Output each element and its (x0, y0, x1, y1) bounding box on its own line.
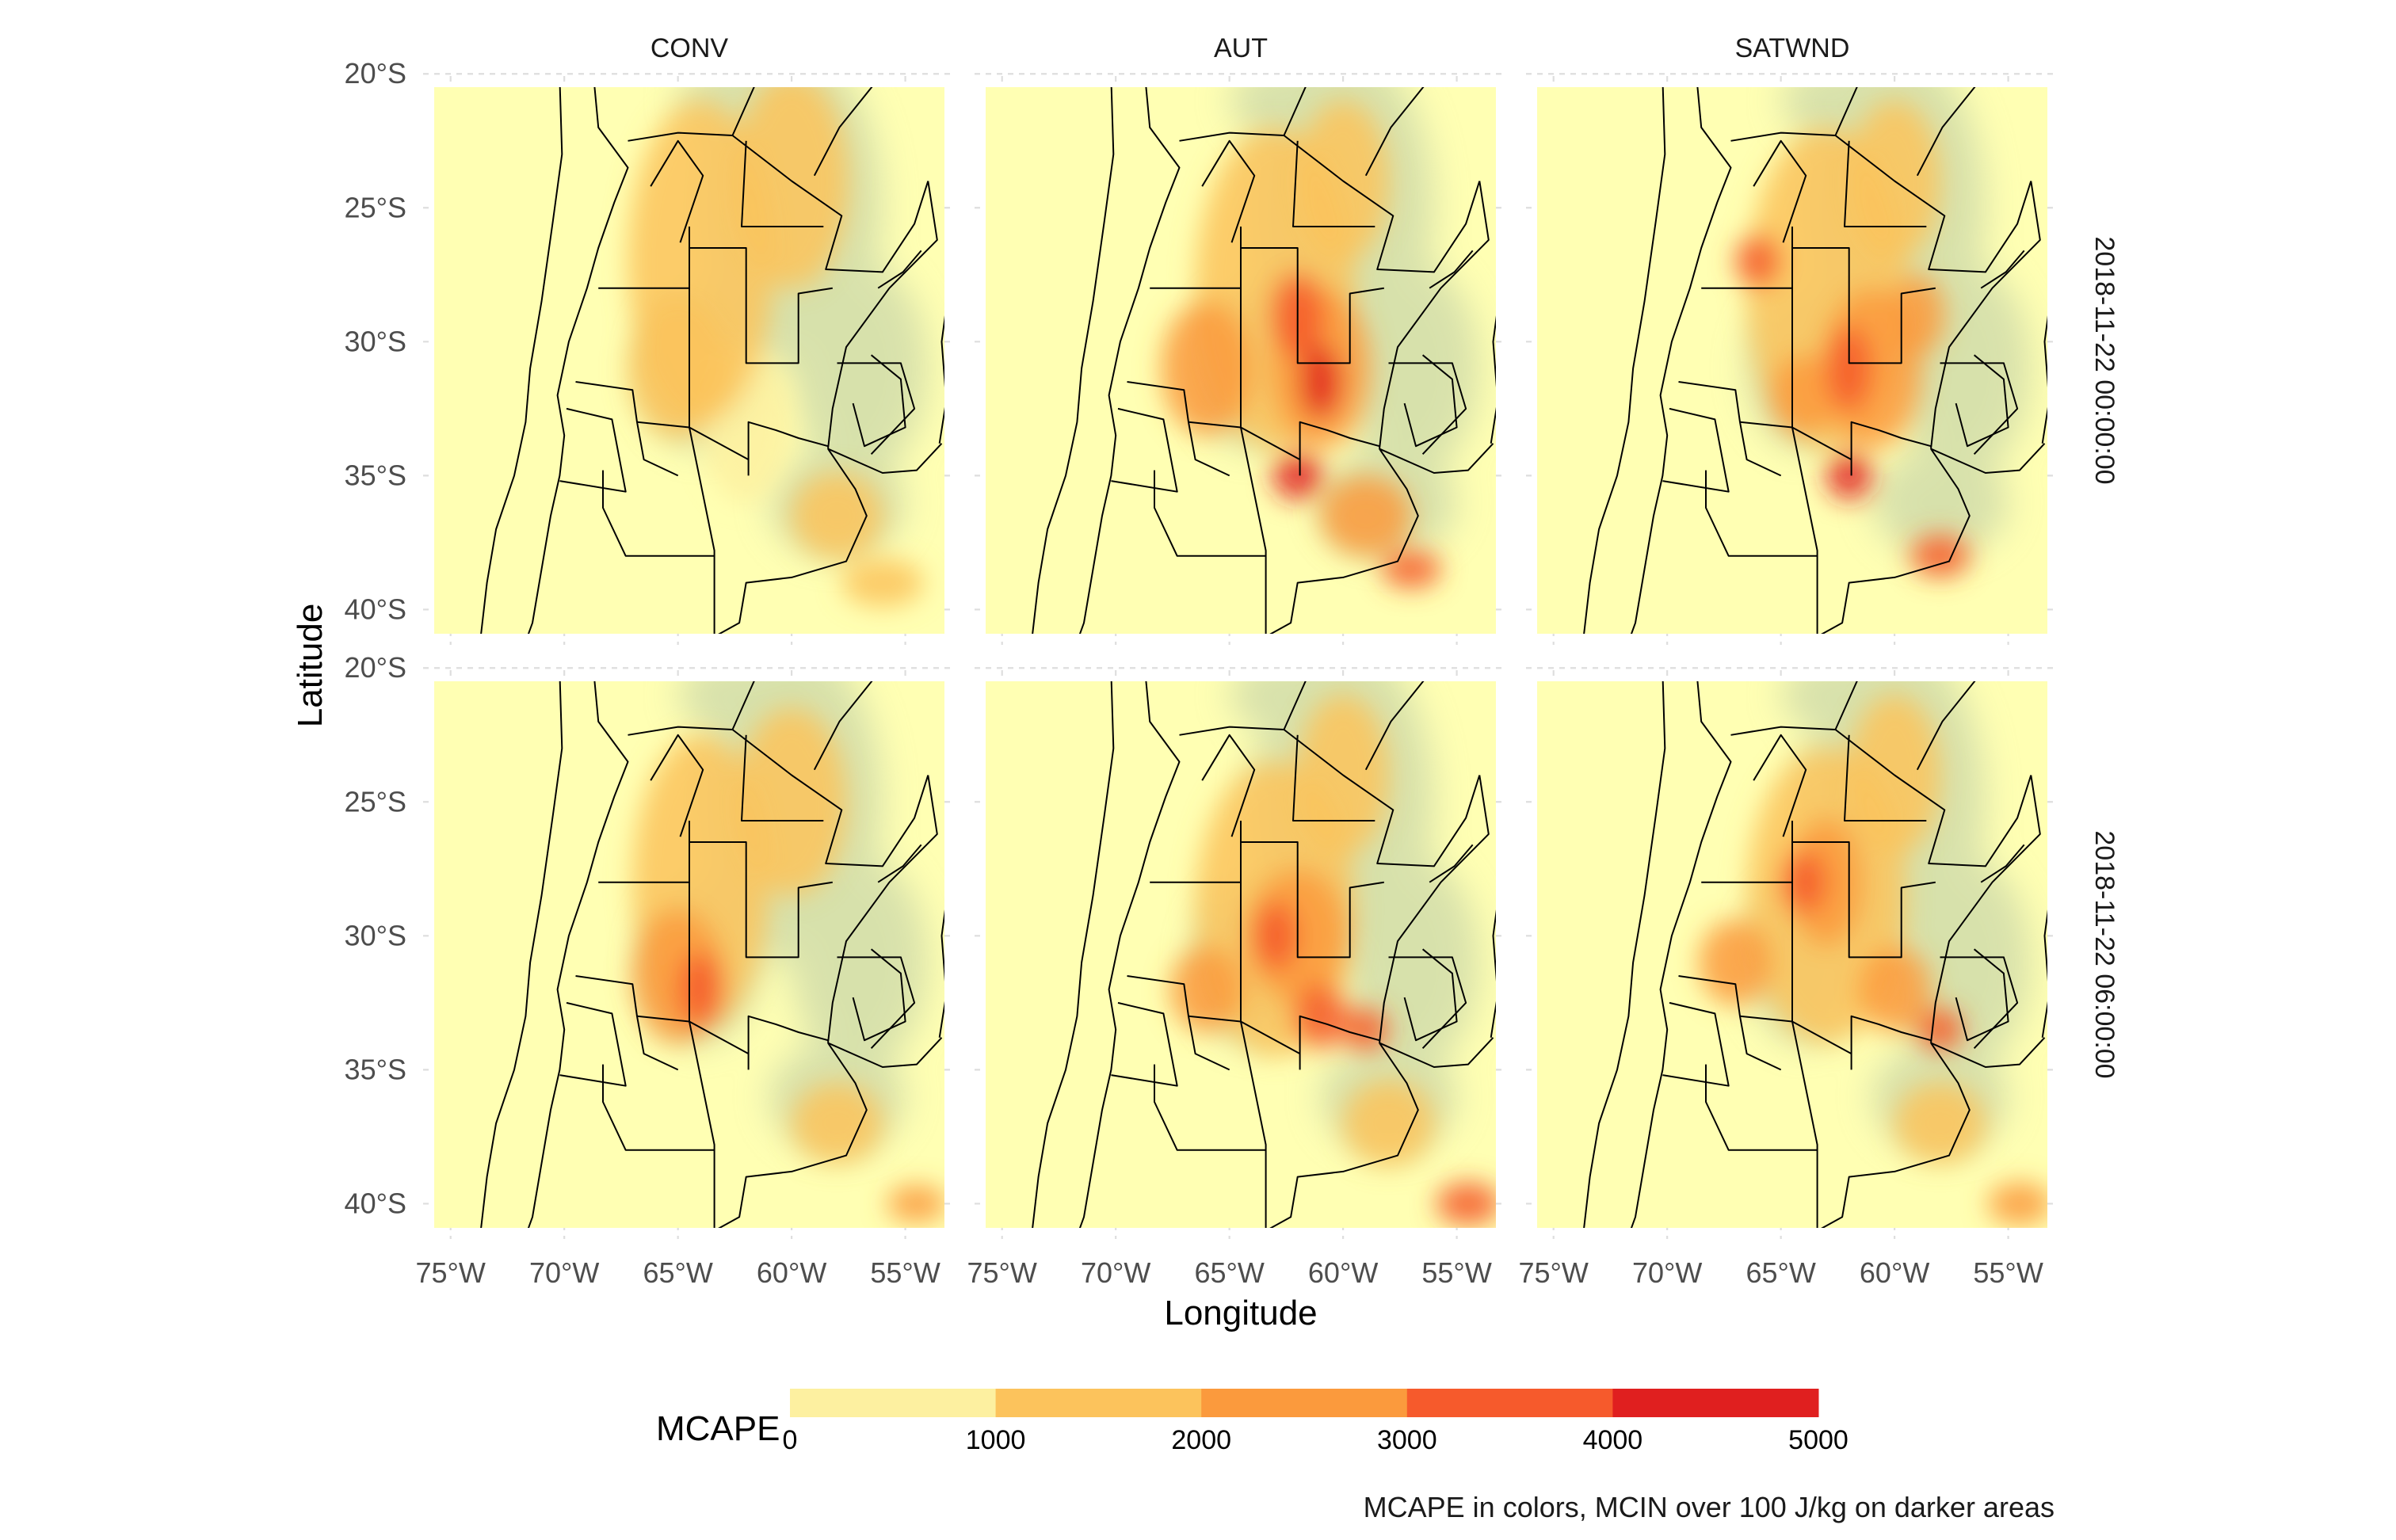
x-tick-label: 75°W (967, 1256, 1036, 1289)
legend-break-label: 3000 (1377, 1425, 1437, 1455)
facet-column-label: CONV (651, 33, 729, 63)
facet-row-label: 2018-11-22 06:00:00 (2089, 830, 2119, 1078)
legend-color-key (996, 1389, 1202, 1417)
facet-column-label: AUT (1214, 33, 1268, 63)
mcape-area (1858, 947, 1931, 1032)
y-tick-label: 25°S (345, 785, 406, 818)
y-tick-label: 35°S (345, 1053, 406, 1085)
map-panel (1526, 47, 2099, 645)
x-tick-label: 70°W (1081, 1256, 1150, 1289)
facet-row-label: 2018-11-22 00:00:00 (2089, 236, 2119, 484)
y-tick-label: 35°S (345, 459, 406, 491)
panel-fill (1531, 47, 2099, 642)
y-tick-label: 40°S (345, 593, 406, 625)
mcape-area (678, 952, 723, 1027)
x-tick-label: 60°W (1308, 1256, 1378, 1289)
mcape-area (792, 473, 883, 558)
map-panel (423, 47, 996, 645)
y-tick-label: 25°S (345, 191, 406, 223)
panel-fill (979, 47, 1547, 642)
mcape-color-legend: 0 1000 2000 3000 4000 5000 (783, 1389, 1849, 1455)
map-panel (1526, 641, 2099, 1239)
mcape-area (1910, 535, 1970, 578)
mcape-area (887, 1185, 947, 1222)
y-tick-label: 40°S (345, 1187, 406, 1219)
x-tick-label: 65°W (643, 1256, 712, 1289)
legend-color-key (1201, 1389, 1407, 1417)
mcape-area (1699, 920, 1772, 1005)
mcape-area (1320, 475, 1411, 555)
x-axis-ticks: 75°W 70°W 65°W 60°W 55°W 75°W 70°W 65°W 60°W 55°W… (415, 1256, 2043, 1289)
mcape-area (841, 558, 923, 607)
mcape-area (1917, 1008, 1963, 1051)
mcape-area (1382, 551, 1441, 588)
y-tick-label: 30°S (345, 919, 406, 951)
panel-fill (428, 47, 996, 642)
y-tick-label: 20°S (345, 57, 406, 90)
legend-break-label: 0 (783, 1425, 798, 1455)
state-border (2049, 727, 2099, 802)
x-axis-title: Longitude (1164, 1294, 1317, 1332)
map-panel (975, 641, 1547, 1239)
x-tick-label: 65°W (1745, 1256, 1815, 1289)
x-tick-label: 55°W (870, 1256, 940, 1289)
y-tick-label: 20°S (345, 651, 406, 684)
x-tick-label: 75°W (415, 1256, 485, 1289)
x-tick-label: 75°W (1518, 1256, 1588, 1289)
mcape-area (1162, 302, 1253, 436)
legend-break-label: 5000 (1788, 1425, 1849, 1455)
x-tick-label: 70°W (529, 1256, 599, 1289)
map-panel (975, 47, 1547, 645)
x-tick-label: 55°W (1421, 1256, 1491, 1289)
legend-break-label: 2000 (1171, 1425, 1231, 1455)
x-tick-label: 60°W (757, 1256, 826, 1289)
x-tick-label: 60°W (1860, 1256, 1929, 1289)
x-tick-label: 55°W (1973, 1256, 2043, 1289)
mcape-area (792, 1083, 883, 1163)
legend-break-label: 1000 (966, 1425, 1026, 1455)
mcape-area (1890, 275, 1944, 355)
y-tick-label: 30°S (345, 325, 406, 357)
legend-color-key (1612, 1389, 1818, 1417)
panel-fill (428, 641, 996, 1236)
map-panels (423, 47, 2099, 1239)
x-tick-label: 70°W (1632, 1256, 1702, 1289)
caption: MCAPE in colors, MCIN over 100 J/kg on d… (1364, 1491, 2055, 1523)
legend-title: MCAPE (656, 1409, 780, 1448)
mcape-area (1300, 345, 1341, 420)
y-axis-ticks: 20°S 25°S 30°S 35°S 40°S 20°S 25°S 30°S 35°S 40°S (345, 57, 406, 1219)
mcape-area (628, 299, 728, 438)
mcape-area (1735, 234, 1780, 288)
mcape-area (1894, 1083, 1986, 1163)
y-axis-title: Latitude (291, 604, 330, 728)
mcape-area (1343, 1081, 1434, 1166)
facet-column-label: SATWND (1735, 33, 1850, 63)
legend-break-label: 4000 (1583, 1425, 1643, 1455)
legend-color-key (1407, 1389, 1613, 1417)
mcin-area (792, 261, 928, 475)
panel-fill (979, 641, 1547, 1236)
x-tick-label: 65°W (1194, 1256, 1264, 1289)
mcape-area (1988, 1182, 2051, 1225)
legend-color-key (790, 1389, 996, 1417)
panel-fill (1531, 641, 2099, 1236)
mcape-area (1170, 947, 1243, 1032)
state-border (2049, 133, 2099, 208)
mcape-area (1436, 1182, 1500, 1225)
mcape-area (1252, 901, 1297, 970)
map-panel (423, 641, 996, 1239)
